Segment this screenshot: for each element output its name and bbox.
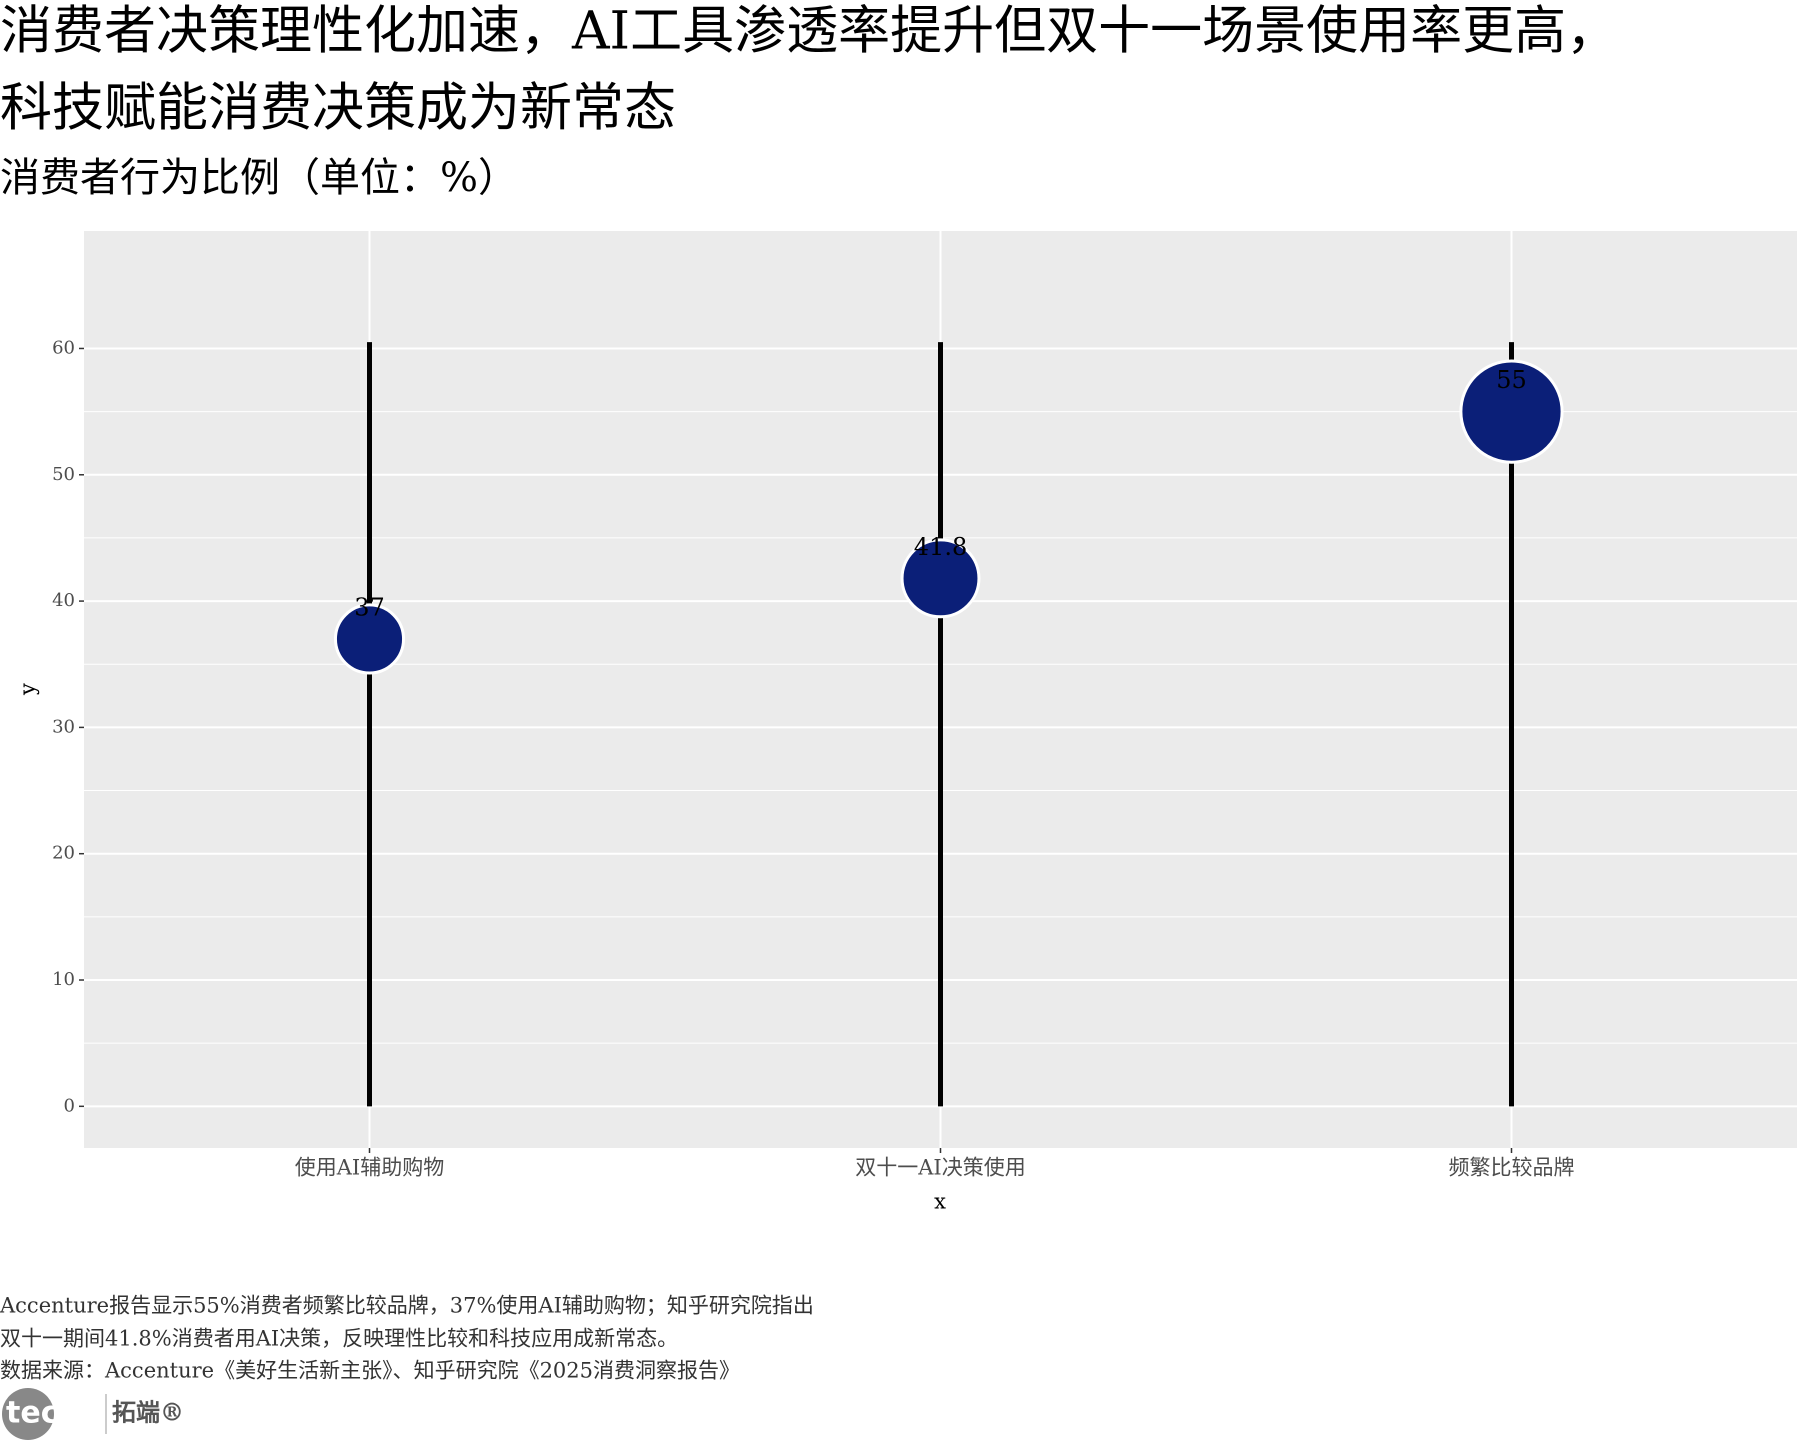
chart-title: 消费者决策理性化加速，AI工具渗透率提升但双十一场景使用率更高， [0,2,1618,62]
logo: tecdat [6,1396,115,1431]
x-tick-label: 双十一AI决策使用 [855,1156,1025,1180]
x-axis-label: x [934,1190,946,1214]
point [333,603,406,675]
chart-subtitle: 消费者行为比例（单位：%） [0,155,518,201]
y-tick-label: 50 [52,464,75,485]
y-tick-label: 60 [52,337,75,358]
data-label: 41.8 [914,533,967,561]
x-tick-label: 频繁比较品牌 [1449,1156,1575,1180]
y-tick-label: 30 [52,716,75,737]
y-tick-label: 40 [52,590,75,611]
data-label: 55 [1496,366,1527,394]
y-axis-label: y [16,683,40,696]
caption: Accenture报告显示55%消费者频繁比较品牌，37%使用AI辅助购物；知乎… [0,1294,814,1318]
caption: 双十一期间41.8%消费者用AI决策，反映理性比较和科技应用成新常态。 [0,1327,678,1351]
y-tick-label: 20 [52,843,75,864]
point [1459,359,1564,464]
logo-badge [2,1388,54,1440]
point [900,538,981,619]
chart-title: 科技赋能消费决策成为新常态 [0,79,676,139]
y-tick-label: 10 [52,969,75,990]
data-label: 37 [354,593,385,621]
y-tick-label: 0 [64,1095,75,1116]
caption: 数据来源：Accenture《美好生活新主张》、知乎研究院《2025消费洞察报告… [0,1359,740,1383]
x-tick-label: 使用AI辅助购物 [295,1156,444,1180]
logo-cn: 拓端® [112,1398,184,1427]
